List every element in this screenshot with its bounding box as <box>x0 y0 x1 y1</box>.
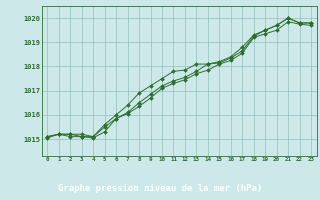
Text: Graphe pression niveau de la mer (hPa): Graphe pression niveau de la mer (hPa) <box>58 184 262 193</box>
